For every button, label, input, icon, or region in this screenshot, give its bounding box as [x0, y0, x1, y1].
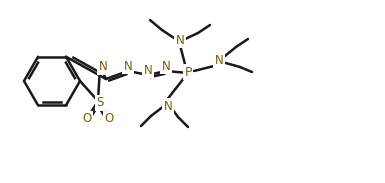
Text: O: O: [82, 113, 92, 126]
Text: N: N: [162, 59, 171, 72]
Text: N: N: [164, 100, 172, 113]
Text: S: S: [96, 96, 104, 109]
Text: N: N: [124, 59, 132, 72]
Text: N: N: [99, 61, 107, 74]
Text: N: N: [176, 33, 184, 46]
Text: N: N: [144, 64, 152, 76]
Text: P: P: [184, 66, 192, 79]
Text: N: N: [214, 53, 223, 66]
Text: O: O: [104, 113, 114, 126]
